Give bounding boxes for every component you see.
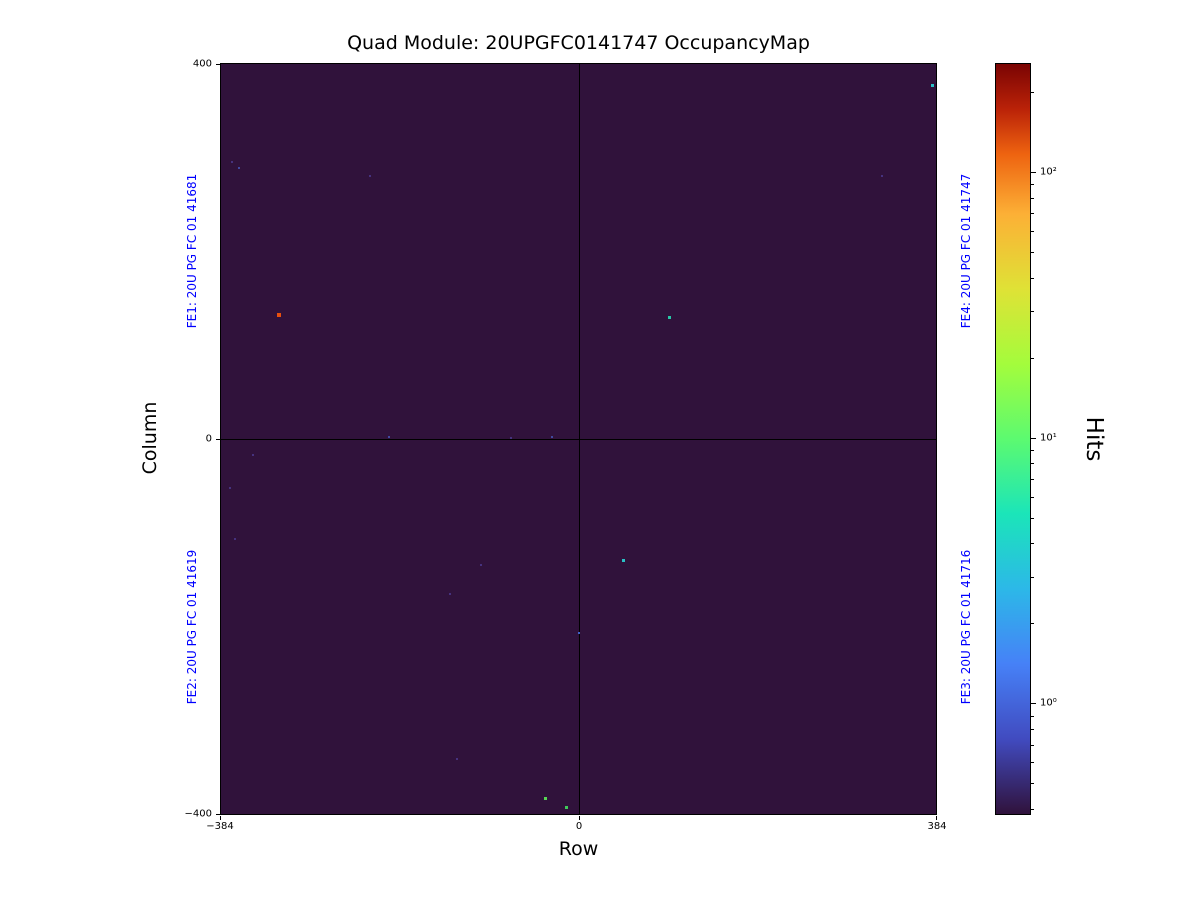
y-tick-label: 400 <box>192 58 212 70</box>
hit-pixel <box>510 437 513 440</box>
tick-mark <box>216 814 220 815</box>
tick-mark <box>579 816 580 820</box>
hit-pixel <box>449 592 452 595</box>
x-axis-label: Row <box>558 838 599 860</box>
tick-mark <box>1031 198 1034 199</box>
tick-mark <box>216 64 220 65</box>
x-tick-label: −384 <box>206 821 234 832</box>
quadrant-divider-horizontal <box>221 439 936 440</box>
tick-mark <box>1031 729 1034 730</box>
tick-mark <box>1031 311 1034 312</box>
hit-pixel <box>456 757 459 760</box>
hit-pixel <box>564 805 568 809</box>
tick-mark <box>1031 463 1034 464</box>
tick-mark <box>1031 479 1034 480</box>
fe2-label: FE2: 20U PG FC 01 41619 <box>185 549 199 705</box>
colorbar-label: Hits <box>1081 416 1107 462</box>
colorbar-gradient <box>995 63 1031 815</box>
tick-mark <box>220 816 221 820</box>
tick-mark <box>216 439 220 440</box>
hit-pixel <box>551 436 554 439</box>
tick-mark <box>1031 623 1034 624</box>
colorbar-tick-label: 10⁰ <box>1040 697 1057 709</box>
tick-mark <box>1031 762 1034 763</box>
y-tick-label: 0 <box>205 433 212 445</box>
hit-pixel <box>231 160 234 163</box>
tick-mark <box>1031 543 1034 544</box>
tick-mark <box>1031 438 1036 439</box>
occupancy-heatmap <box>220 63 937 815</box>
tick-mark <box>1031 213 1034 214</box>
colorbar-ticks <box>1031 63 1039 815</box>
tick-mark <box>1031 184 1034 185</box>
hit-pixel <box>668 315 672 319</box>
tick-mark <box>1031 252 1034 253</box>
fe4-label: FE4: 20U PG FC 01 41747 <box>959 173 973 329</box>
tick-mark <box>1031 358 1034 359</box>
tick-mark <box>1031 497 1034 498</box>
fe1-label: FE1: 20U PG FC 01 41681 <box>185 173 199 329</box>
tick-mark <box>1031 231 1034 232</box>
hit-pixel <box>387 436 390 439</box>
hit-pixel <box>930 84 934 88</box>
tick-mark <box>1031 450 1034 451</box>
tick-mark <box>1031 745 1034 746</box>
hit-pixel <box>577 632 580 635</box>
tick-mark <box>1031 278 1034 279</box>
y-tick-label: −400 <box>184 808 212 820</box>
tick-mark <box>1031 518 1034 519</box>
tick-mark <box>1031 172 1036 173</box>
hit-pixel <box>276 313 281 318</box>
tick-mark <box>1031 716 1034 717</box>
hit-pixel <box>881 174 883 177</box>
fe3-label: FE3: 20U PG FC 01 41716 <box>959 549 973 705</box>
hit-pixel <box>544 796 548 800</box>
tick-mark <box>1031 703 1036 704</box>
hit-pixel <box>479 563 482 566</box>
hit-pixel <box>621 559 625 563</box>
tick-mark <box>1031 92 1034 93</box>
tick-mark <box>1031 783 1034 784</box>
hit-pixel <box>233 538 236 541</box>
x-tick-label: 0 <box>575 821 583 832</box>
tick-mark <box>1031 577 1034 578</box>
hit-pixel <box>368 174 371 177</box>
x-tick-label: 384 <box>927 821 947 832</box>
tick-mark <box>936 816 937 820</box>
hit-pixel <box>251 453 254 456</box>
hit-pixel <box>237 167 240 170</box>
hit-pixel <box>229 486 232 489</box>
colorbar-tick-label: 10² <box>1040 166 1057 178</box>
chart-title: Quad Module: 20UPGFC0141747 OccupancyMap <box>347 32 810 54</box>
colorbar-tick-label: 10¹ <box>1040 432 1057 444</box>
tick-mark <box>1031 809 1034 810</box>
